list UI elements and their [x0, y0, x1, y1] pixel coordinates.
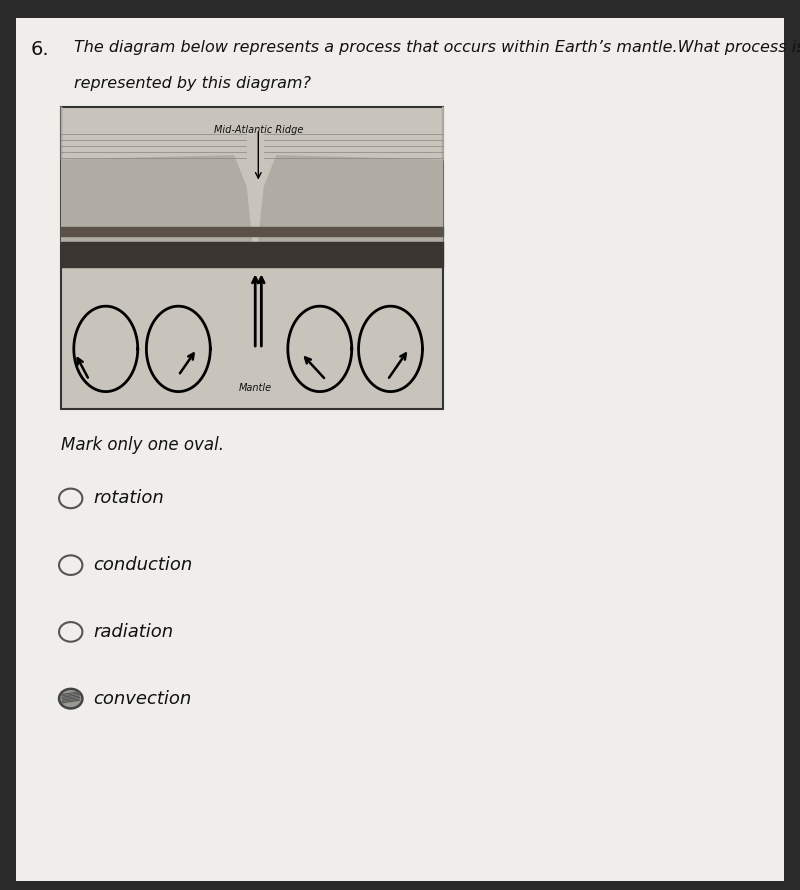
Text: represented by this diagram?: represented by this diagram? — [74, 76, 310, 91]
FancyBboxPatch shape — [62, 107, 442, 409]
Text: Mark only one oval.: Mark only one oval. — [62, 436, 225, 454]
Text: rotation: rotation — [94, 490, 164, 507]
Polygon shape — [62, 107, 252, 245]
Ellipse shape — [59, 689, 82, 708]
Text: radiation: radiation — [94, 623, 174, 641]
Polygon shape — [258, 107, 442, 245]
Text: Mantle: Mantle — [238, 384, 272, 393]
Text: conduction: conduction — [94, 556, 193, 574]
Text: Mid-Atlantic Ridge: Mid-Atlantic Ridge — [214, 125, 303, 134]
Text: convection: convection — [94, 690, 192, 708]
Text: The diagram below represents a process that occurs within Earth’s mantle.What pr: The diagram below represents a process t… — [74, 40, 800, 55]
Text: 6.: 6. — [30, 40, 50, 59]
